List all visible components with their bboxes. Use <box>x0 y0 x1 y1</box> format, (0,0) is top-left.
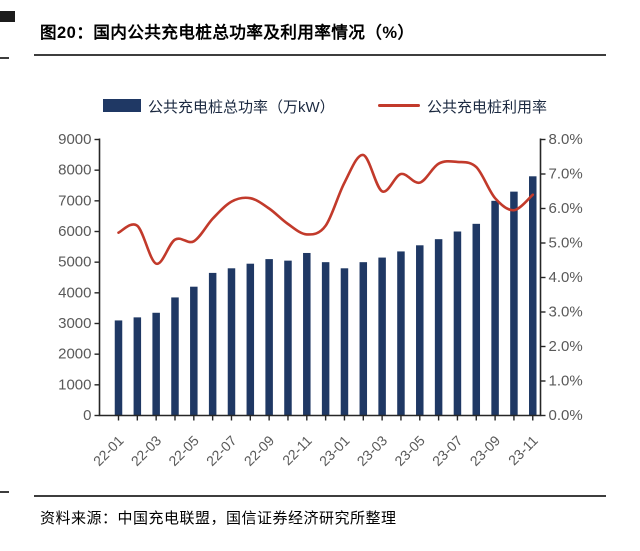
bar-23-09 <box>491 200 499 416</box>
bar-23-10 <box>510 191 518 416</box>
bar-23-06 <box>434 239 443 416</box>
bar-22-01 <box>114 320 123 416</box>
x-label: 22-05 <box>165 432 202 469</box>
y-left-label: 3000 <box>58 315 91 332</box>
page-edge-artifact <box>0 11 15 22</box>
x-label: 23-03 <box>354 432 391 469</box>
y-left-label: 5000 <box>58 254 91 271</box>
x-label: 22-07 <box>203 432 240 469</box>
utilization-line <box>117 153 535 266</box>
bar-22-03 <box>152 312 160 416</box>
y-left-label: 9000 <box>58 131 91 148</box>
y-right-label: 8.0% <box>549 131 583 148</box>
x-label: 23-09 <box>467 432 504 469</box>
x-label: 22-09 <box>241 432 278 469</box>
bar-22-07 <box>227 268 236 416</box>
legend-bar-label: 公共充电桩总功率（万kW） <box>148 99 335 116</box>
title-divider <box>34 54 606 56</box>
y-left-label: 4000 <box>58 284 91 301</box>
bar-22-04 <box>171 297 179 416</box>
y-left-label: 2000 <box>58 346 91 363</box>
legend-bar-swatch <box>103 99 141 112</box>
y-right-label: 1.0% <box>549 372 583 389</box>
bar-22-10 <box>284 260 292 416</box>
x-label: 23-05 <box>391 432 428 469</box>
y-right-label: 7.0% <box>549 165 583 182</box>
bar-22-06 <box>208 272 217 416</box>
y-right-label: 3.0% <box>549 303 583 320</box>
bar-23-11 <box>529 176 537 416</box>
figure-title: 图20：国内公共充电桩总功率及利用率情况（%） <box>40 24 415 42</box>
source-note: 资料来源：中国充电联盟，国信证券经济研究所整理 <box>40 510 397 527</box>
bar-22-11 <box>303 252 311 416</box>
bottom-divider <box>34 495 606 497</box>
bottom-divider-edge <box>0 491 9 493</box>
x-label: 23-01 <box>316 432 353 469</box>
bar-23-04 <box>397 251 405 416</box>
legend-line-label: 公共充电桩利用率 <box>427 99 548 116</box>
y-left-label: 0 <box>83 407 91 424</box>
bar-22-09 <box>265 259 273 416</box>
y-right-label: 0.0% <box>549 407 583 424</box>
bar-23-03 <box>378 257 386 416</box>
bar-23-07 <box>453 231 462 416</box>
y-left-label: 6000 <box>58 223 91 240</box>
chart-legend: 公共充电桩总功率（万kW） 公共充电桩利用率 <box>0 0 640 116</box>
x-label: 23-11 <box>505 432 541 468</box>
legend-line-swatch <box>378 104 420 107</box>
y-left-label: 7000 <box>58 192 91 209</box>
x-label: 23-07 <box>429 432 466 469</box>
bar-23-05 <box>416 245 424 416</box>
y-right-label: 4.0% <box>549 269 583 286</box>
y-right-label: 5.0% <box>549 234 583 251</box>
x-label: 22-11 <box>279 432 315 468</box>
bar-22-02 <box>133 317 142 416</box>
bar-23-08 <box>472 223 481 416</box>
y-right-label: 2.0% <box>549 338 583 355</box>
x-label: 22-01 <box>90 432 127 469</box>
bar-22-12 <box>321 262 330 416</box>
bar-22-05 <box>190 286 198 416</box>
bar-22-08 <box>246 263 255 416</box>
y-right-label: 6.0% <box>549 200 583 217</box>
x-label: 22-03 <box>128 432 165 469</box>
bar-23-01 <box>340 268 349 416</box>
bar-23-02 <box>359 262 368 416</box>
y-left-label: 1000 <box>58 376 91 393</box>
title-divider-edge <box>0 57 9 59</box>
y-left-label: 8000 <box>58 162 91 179</box>
